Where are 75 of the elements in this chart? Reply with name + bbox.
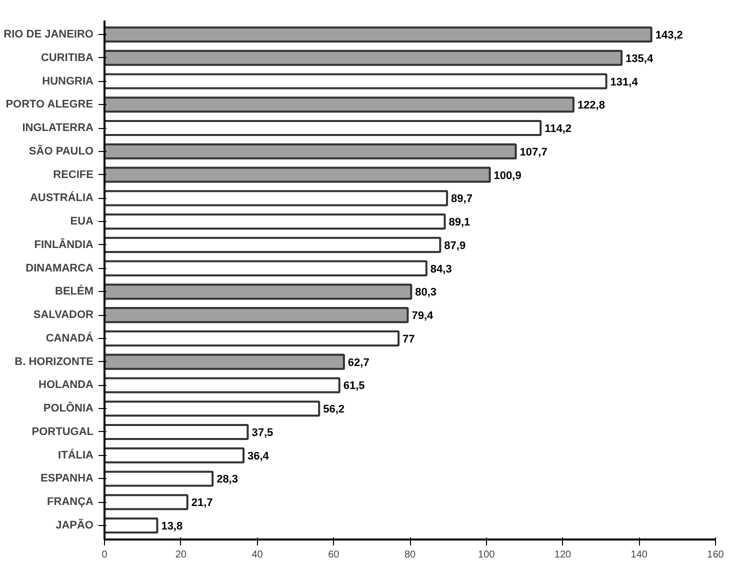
data-label: 89,1: [448, 216, 470, 229]
data-label: 100,9: [494, 170, 522, 182]
data-label: 122,8: [577, 100, 605, 112]
x-tick-label: 40: [252, 550, 264, 560]
y-tick-label: FINLÂNDIA: [34, 238, 94, 251]
bar: [104, 424, 249, 440]
y-tick-label: CANADÁ: [46, 331, 94, 344]
y-tick-label: RIO DE JANEIRO: [4, 28, 94, 41]
bar: [104, 354, 345, 370]
bar: [104, 260, 428, 276]
data-label: 107,7: [520, 146, 548, 158]
y-tick-label: CURITIBA: [40, 52, 94, 64]
data-label: 87,9: [444, 240, 466, 252]
bar: [104, 470, 214, 487]
bar: [104, 517, 158, 534]
data-label: 13,8: [161, 520, 183, 532]
y-tick-label: HUNGRIA: [42, 75, 94, 88]
data-label: 36,4: [248, 450, 270, 462]
bar: [104, 166, 491, 183]
bar: [104, 190, 448, 206]
y-tick-label: SALVADOR: [33, 309, 94, 322]
data-label: 131,4: [610, 76, 639, 88]
bar: [104, 400, 320, 417]
x-tick-label: 20: [175, 550, 187, 560]
bar: [104, 214, 446, 230]
data-label: 37,5: [252, 426, 274, 439]
bar: [104, 377, 340, 394]
bar: [104, 96, 574, 113]
y-tick-label: PORTUGAL: [32, 426, 94, 438]
data-label: 62,7: [348, 356, 370, 369]
data-label: 143,2: [655, 30, 683, 42]
data-label: 89,7: [451, 193, 472, 206]
y-tick-label: BELÉM: [55, 284, 94, 298]
y-tick-label: HOLANDA: [38, 379, 94, 392]
data-label: 114,2: [544, 123, 572, 136]
y-tick-label: JAPÃO: [56, 518, 94, 532]
data-label: 135,4: [626, 52, 654, 65]
y-tick-label: AUSTRÁLIA: [30, 191, 94, 204]
bar: [104, 494, 188, 510]
x-tick-label: 80: [404, 550, 416, 560]
data-label: 80,3: [415, 286, 437, 299]
y-tick-label: FRANÇA: [47, 496, 94, 508]
data-label: 61,5: [343, 380, 365, 392]
y-tick-label: EUA: [70, 216, 94, 228]
x-tick-label: 140: [630, 550, 648, 560]
y-tick-label: DINAMARCA: [26, 262, 94, 274]
y-tick-label: PORTO ALEGRE: [6, 98, 94, 111]
y-tick-label: INGLATERRA: [22, 122, 94, 134]
data-label: 21,7: [191, 497, 213, 510]
data-label: 79,4: [412, 310, 434, 322]
bar: [104, 447, 245, 464]
bar: [104, 284, 412, 300]
x-tick-label: 0: [102, 550, 108, 560]
x-tick-label: 120: [554, 550, 572, 560]
data-label: 84,3: [430, 263, 452, 276]
bar: [104, 143, 517, 160]
y-tick-label: ITÁLIA: [58, 448, 94, 462]
y-tick-label: RECIFE: [53, 168, 94, 181]
bar: [104, 26, 652, 43]
x-tick-label: 160: [707, 550, 724, 560]
y-tick-label: SÃO PAULO: [28, 144, 94, 158]
bar: [104, 236, 442, 253]
bar: [104, 73, 608, 90]
y-tick-label: ESPANHA: [40, 472, 94, 485]
data-label: 28,3: [216, 474, 238, 486]
x-tick-label: 100: [478, 550, 496, 560]
y-tick-label: B. HORIZONTE: [14, 356, 94, 368]
data-label: 56,2: [323, 404, 345, 416]
bar: [104, 50, 623, 66]
bar: [104, 120, 542, 136]
y-tick-label: POLÔNIA: [43, 402, 94, 415]
data-label: 77: [402, 333, 415, 346]
bar: [104, 307, 409, 324]
x-tick-label: 60: [328, 550, 340, 560]
bar: [104, 330, 400, 346]
